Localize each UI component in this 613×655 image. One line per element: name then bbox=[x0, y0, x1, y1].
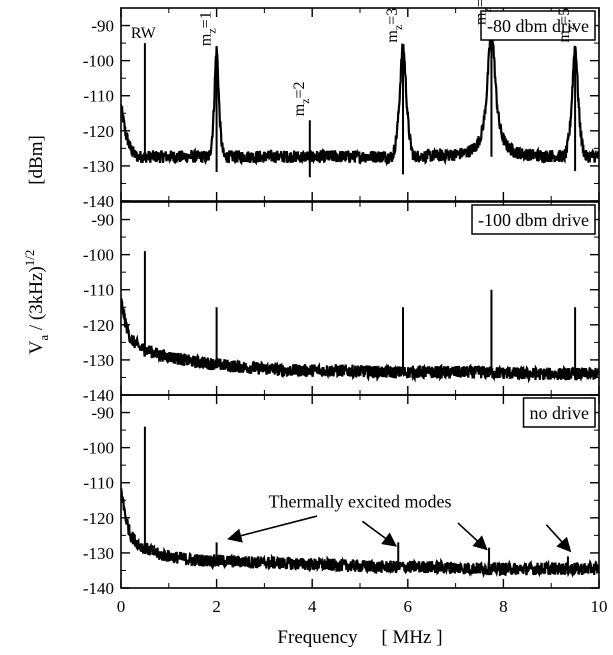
x-tick-label: 10 bbox=[591, 597, 608, 616]
panel-label-box bbox=[480, 10, 596, 41]
y-tick-label: -100 bbox=[83, 439, 114, 458]
y-axis-label-mid: / (3kHz) bbox=[26, 266, 47, 335]
panel-2: -90 -100 -110 -120 -130 -140 -100 dbm drive bbox=[83, 201, 600, 405]
series-trace bbox=[121, 298, 599, 384]
panel-label: -80 dbm drive bbox=[487, 16, 589, 36]
annotation-arrow bbox=[361, 520, 398, 547]
y-tick-label: -110 bbox=[83, 474, 114, 493]
y-axis-label: Va / (3kHz)1/2 bbox=[22, 250, 51, 355]
y-tick-label: -90 bbox=[91, 211, 114, 230]
x-tick-label: 6 bbox=[404, 597, 413, 616]
x-tick-label: 8 bbox=[499, 597, 508, 616]
y-tick-label: -120 bbox=[83, 509, 114, 528]
annotation-arrow bbox=[227, 515, 318, 543]
annotation-mode-label: mz=2 bbox=[291, 81, 312, 116]
y-tick-label: -110 bbox=[83, 281, 114, 300]
annotation-arrow bbox=[545, 524, 572, 553]
panel-label-box bbox=[471, 204, 596, 235]
x-axis: 0 2 4 6 8 10 bbox=[117, 597, 608, 616]
y-tick-label: -140 bbox=[83, 579, 114, 598]
panel-label: -100 dbm drive bbox=[478, 210, 589, 230]
series-trace bbox=[121, 487, 599, 579]
x-tick-label: 2 bbox=[212, 597, 221, 616]
y-tick-label: -130 bbox=[83, 351, 114, 370]
series-trace bbox=[121, 24, 599, 167]
x-tick-label: 0 bbox=[117, 597, 126, 616]
panel-1: -90 -100 -110 -120 -130 -140 -80 dbm drive RW mz… bbox=[83, 0, 600, 211]
y-tick-label: -120 bbox=[83, 122, 114, 141]
annotation-mode-label: mz=1 bbox=[198, 11, 219, 46]
annotation-mode-label: mz=3 bbox=[384, 8, 405, 43]
y-axis-unit: [dBm] bbox=[26, 135, 47, 185]
y-axis-label-base: V bbox=[26, 340, 47, 354]
y-tick-label: -140 bbox=[83, 386, 114, 405]
y-tick-label: -130 bbox=[83, 157, 114, 176]
y-tick-label: -130 bbox=[83, 544, 114, 563]
y-tick-label: -140 bbox=[83, 192, 114, 211]
y-tick-label: -90 bbox=[91, 17, 114, 36]
annotation-rw: RW bbox=[131, 25, 157, 42]
annotation-mode-label: mz=4 bbox=[472, 0, 493, 25]
annotation-text: Thermally excited modes bbox=[269, 491, 452, 511]
y-axis-label-sub: a bbox=[36, 335, 51, 341]
y-tick-label: -100 bbox=[83, 52, 114, 71]
annotation-mode-label: mz=5 bbox=[556, 8, 577, 43]
y-axis-label-sup: 1/2 bbox=[22, 250, 37, 267]
x-axis-label: Frequency [ MHz ] bbox=[277, 627, 442, 648]
y-tick-label: -120 bbox=[83, 316, 114, 335]
annotation-arrow bbox=[457, 522, 488, 551]
panel-label-box bbox=[522, 397, 596, 428]
y-tick-label: -90 bbox=[91, 404, 114, 423]
panel-3: -90 -100 -110 -120 -130 -140 no drive Thermally… bbox=[83, 394, 600, 598]
panel-label: no drive bbox=[530, 403, 589, 423]
y-tick-label: -100 bbox=[83, 246, 114, 265]
y-tick-label: -110 bbox=[83, 87, 114, 106]
panels: -90 -100 -110 -120 -130 -140 -80 dbm drive RW mz… bbox=[83, 0, 600, 598]
x-tick-label: 4 bbox=[308, 597, 317, 616]
